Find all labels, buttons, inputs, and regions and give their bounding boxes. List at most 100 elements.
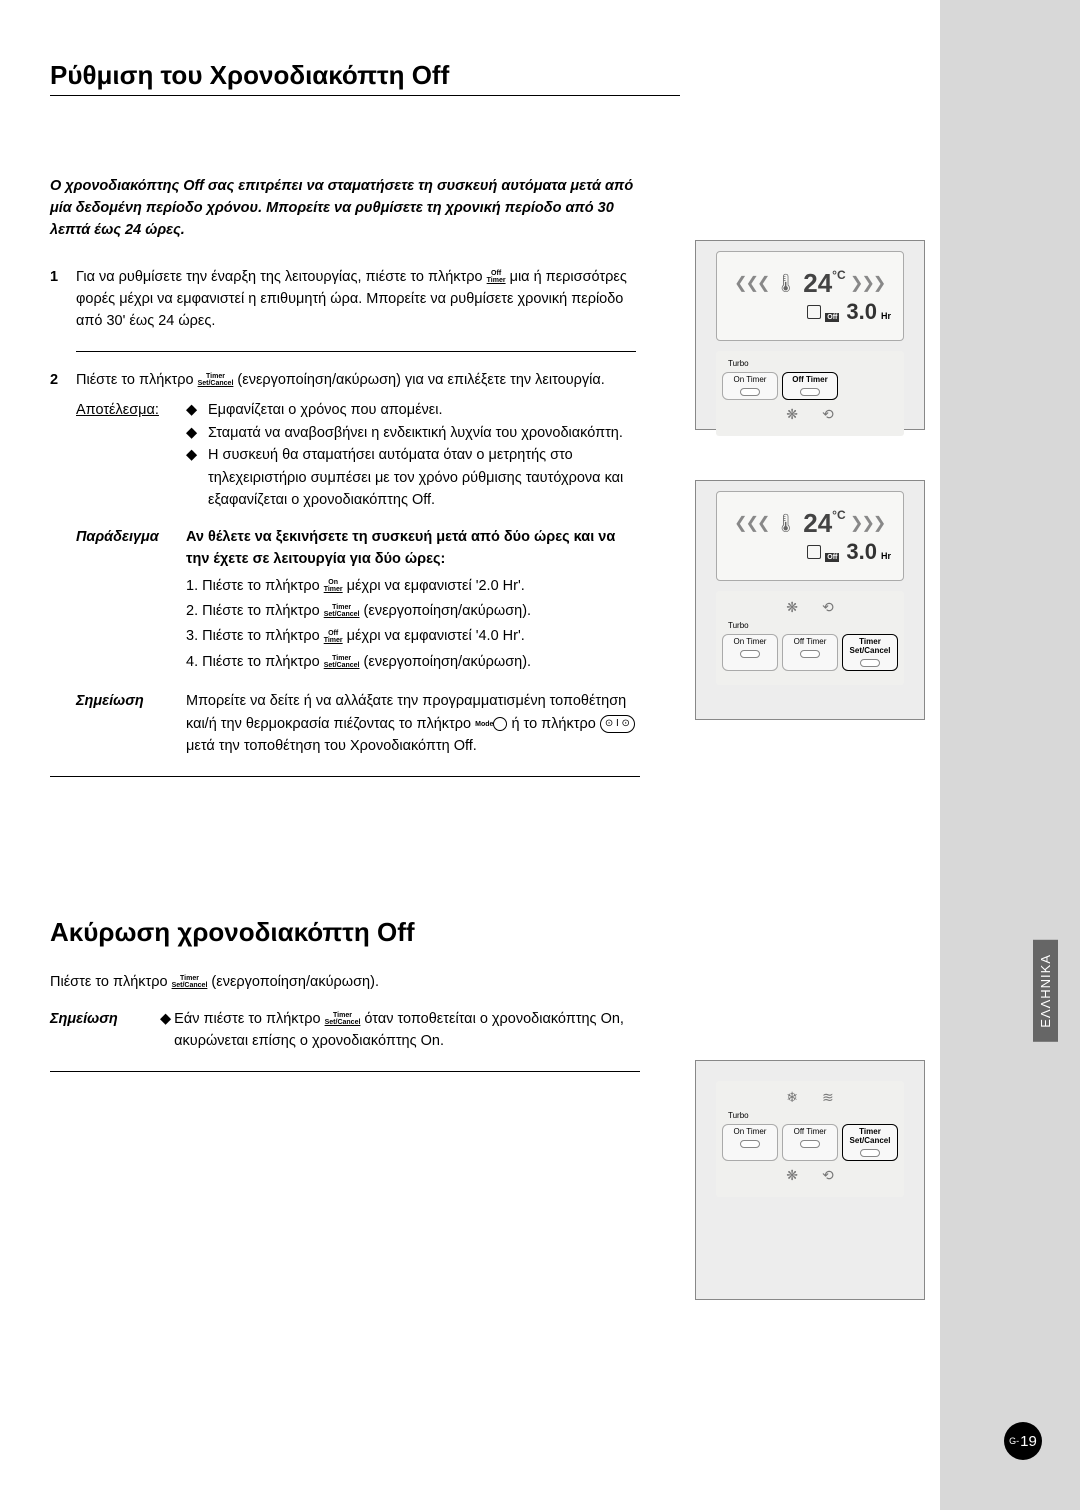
on-timer-button[interactable]: On Timer: [722, 634, 778, 671]
on-timer-label: On Timer: [734, 1127, 767, 1136]
arrows-left-icon: ❮❮❮: [734, 513, 768, 533]
result-bullet-2: ◆Σταματά να αναβοσβήνει η ενδεικτική λυχ…: [186, 422, 640, 444]
off-badge: Off: [825, 313, 839, 322]
remote-display-1: ❮❮❮ 🌡 24°C ❮❮❮ Off 3.0 Hr: [716, 251, 904, 341]
thermo-icon: 🌡: [774, 513, 797, 534]
timer-val: 3.0: [846, 299, 877, 325]
s2-l1-a: Πιέστε το πλήκτρο: [50, 974, 172, 990]
ex2-pre: 2. Πιέστε το πλήκτρο: [186, 603, 324, 619]
on-timer-button[interactable]: On Timer: [722, 372, 778, 400]
timer-setcancel-button[interactable]: Timer Set/Cancel: [842, 1124, 898, 1161]
timer-setcancel-icon: TimerSet/Cancel: [172, 975, 208, 989]
off-timer-icon: OffTimer: [487, 270, 506, 284]
result-block: Αποτέλεσμα: ◆Εμφανίζεται ο χρόνος που απ…: [76, 399, 640, 511]
off-timer-icon: OffTimer: [324, 630, 343, 644]
timer-setcancel-icon: TimerSet/Cancel: [325, 1012, 361, 1026]
off-timer-label: Off Timer: [794, 1127, 827, 1136]
ex4-pre: 4. Πιέστε το πλήκτρο: [186, 654, 324, 670]
display-temp: 24°C: [803, 508, 845, 539]
remote-buttons-3: ❄ ≋ Turbo On Timer Off Timer Timer Set/C…: [716, 1081, 904, 1197]
bullet-icon: ◆: [160, 1008, 174, 1053]
temp-unit: °C: [832, 508, 845, 522]
page-prefix: G-: [1009, 1436, 1019, 1446]
remote-buttons-1: Turbo On Timer Off Timer ❋ ⟲: [716, 351, 904, 436]
display-temp: 24°C: [803, 268, 845, 299]
timer-val: 3.0: [846, 539, 877, 565]
step-2-text-a: Πιέστε το πλήκτρο: [76, 372, 198, 388]
remote-figure-2: ❮❮❮ 🌡 24°C ❮❮❮ Off 3.0 Hr ❋ ⟲ Turbo On T…: [695, 480, 925, 720]
note-text-c: μετά την τοποθέτηση του Χρονοδιακόπτη Of…: [186, 738, 477, 754]
step-1: 1 Για να ρυθμίσετε την έναρξη της λειτου…: [50, 267, 640, 332]
result-bullet-1: ◆Εμφανίζεται ο χρόνος που απομένει.: [186, 399, 640, 421]
section1-content: Ο χρονοδιακόπτης Off σας επιτρέπει να στ…: [50, 176, 640, 777]
note-body: Μπορείτε να δείτε ή να αλλάξατε την προγ…: [186, 690, 640, 757]
example-line-1: 1. Πιέστε το πλήκτρο OnTimer μέχρι να εμ…: [186, 575, 640, 597]
fan-icon: ❋: [786, 599, 798, 616]
step-2: 2 Πιέστε το πλήκτρο TimerSet/Cancel (ενε…: [50, 370, 640, 392]
s2-note-a: Εάν πιέστε το πλήκτρο: [174, 1011, 324, 1027]
example-line-4: 4. Πιέστε το πλήκτρο TimerSet/Cancel (εν…: [186, 651, 640, 673]
ex2-post: (ενεργοποίηση/ακύρωση).: [360, 603, 532, 619]
language-tab: ΕΛΛΗΝΙΚΑ: [1033, 940, 1058, 1042]
swing-icon: ⟲: [822, 406, 834, 423]
example-intro: Αν θέλετε να ξεκινήσετε τη συσκευή μετά …: [186, 526, 640, 571]
page-num: 19: [1020, 1433, 1037, 1450]
timer-setcancel-button[interactable]: Timer Set/Cancel: [842, 634, 898, 671]
timer-setcancel-icon: TimerSet/Cancel: [324, 655, 360, 669]
turbo-label: Turbo: [722, 1111, 898, 1120]
on-timer-label: On Timer: [734, 375, 767, 384]
bullet-icon: ◆: [186, 444, 208, 511]
section1-title-bar: Ρύθμιση του Χρονοδιακόπτη Off: [50, 60, 680, 96]
ex1-post: μέχρι να εμφανιστεί '2.0 Hr'.: [343, 578, 525, 594]
off-timer-button[interactable]: Off Timer: [782, 372, 838, 400]
off-timer-button[interactable]: Off Timer: [782, 1124, 838, 1161]
bullet-icon: ◆: [186, 399, 208, 421]
section2-content: Πιέστε το πλήκτρο TimerSet/Cancel (ενεργ…: [50, 972, 640, 1072]
clock-icon: [807, 545, 821, 559]
timer-setcancel-icon: TimerSet/Cancel: [324, 604, 360, 618]
timer-setcancel-icon: TimerSet/Cancel: [198, 373, 234, 387]
result-bullet-3: ◆Η συσκευή θα σταματήσει αυτόματα όταν ο…: [186, 444, 640, 511]
timer-setcancel-label: Timer Set/Cancel: [850, 637, 891, 655]
divider-end-2: [50, 1071, 640, 1072]
example-line-2: 2. Πιέστε το πλήκτρο TimerSet/Cancel (εν…: [186, 600, 640, 622]
section1-intro: Ο χρονοδιακόπτης Off σας επιτρέπει να στ…: [50, 176, 640, 241]
result-label: Αποτέλεσμα:: [76, 399, 186, 511]
bullet-icon: ◆: [186, 422, 208, 444]
thermo-icon: 🌡: [774, 273, 797, 294]
timer-setcancel-label: Timer Set/Cancel: [850, 1127, 891, 1145]
step-1-text-a: Για να ρυθμίσετε την έναρξη της λειτουργ…: [76, 269, 487, 285]
section2-note: Σημείωση ◆ Εάν πιέστε το πλήκτρο TimerSe…: [50, 1008, 640, 1053]
remote-figure-3: ❄ ≋ Turbo On Timer Off Timer Timer Set/C…: [695, 1060, 925, 1300]
note-block: Σημείωση Μπορείτε να δείτε ή να αλλάξατε…: [76, 690, 640, 757]
result-text-3: Η συσκευή θα σταματήσει αυτόματα όταν ο …: [208, 444, 640, 511]
turbo-label: Turbo: [722, 621, 898, 630]
arrows-left-icon: ❮❮❮: [734, 273, 768, 293]
ex1-pre: 1. Πιέστε το πλήκτρο: [186, 578, 324, 594]
s2-l1-b: (ενεργοποίηση/ακύρωση).: [207, 974, 379, 990]
example-line-3: 3. Πιέστε το πλήκτρο OffTimer μέχρι να ε…: [186, 625, 640, 647]
step-2-body: Πιέστε το πλήκτρο TimerSet/Cancel (ενεργ…: [76, 370, 640, 392]
clock-icon: [807, 305, 821, 319]
swing-icon: ⟲: [822, 599, 834, 616]
remote-display-2: ❮❮❮ 🌡 24°C ❮❮❮ Off 3.0 Hr: [716, 491, 904, 581]
step-2-text-b: (ενεργοποίηση/ακύρωση) για να επιλέξετε …: [233, 372, 604, 388]
example-block: Παράδειγμα Αν θέλετε να ξεκινήσετε τη συ…: [76, 526, 640, 677]
s2-note-wrap: Εάν πιέστε το πλήκτρο TimerSet/Cancel ότ…: [174, 1008, 640, 1053]
remote-figure-1: ❮❮❮ 🌡 24°C ❮❮❮ Off 3.0 Hr Turbo On Timer…: [695, 240, 925, 430]
fan-icon: ❋: [786, 1167, 798, 1184]
arrows-right-icon: ❮❮❮: [852, 273, 886, 293]
off-timer-label: Off Timer: [792, 375, 827, 384]
ex3-post: μέχρι να εμφανιστεί '4.0 Hr'.: [343, 628, 525, 644]
note-text-b: ή το πλήκτρο: [511, 716, 599, 732]
on-timer-button[interactable]: On Timer: [722, 1124, 778, 1161]
result-text-2: Σταματά να αναβοσβήνει η ενδεικτική λυχν…: [208, 422, 623, 444]
ex4-post: (ενεργοποίηση/ακύρωση).: [360, 654, 532, 670]
mode-icon-label: Mode: [475, 721, 493, 728]
divider-end-1: [50, 776, 640, 777]
step-1-num: 1: [50, 267, 76, 332]
mode-icon: [493, 717, 507, 731]
example-body: Αν θέλετε να ξεκινήσετε τη συσκευή μετά …: [186, 526, 640, 677]
off-timer-button[interactable]: Off Timer: [782, 634, 838, 671]
timer-unit: Hr: [881, 551, 891, 561]
